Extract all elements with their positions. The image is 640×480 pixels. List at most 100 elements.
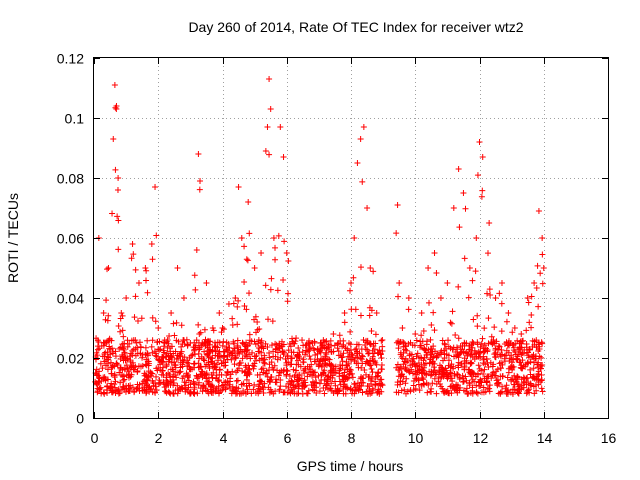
data-point-noise	[341, 381, 348, 388]
data-point-noise	[424, 389, 431, 396]
data-point-noise	[157, 366, 164, 373]
data-point-noise	[496, 360, 503, 367]
data-point-noise	[539, 340, 546, 347]
data-point-noise	[426, 299, 433, 306]
data-point-noise	[249, 362, 256, 369]
data-point-noise	[311, 382, 318, 389]
data-point-noise	[238, 381, 245, 388]
data-point-noise	[211, 364, 218, 371]
data-point-noise	[326, 356, 333, 363]
data-point-noise	[178, 322, 185, 329]
data-point-noise	[529, 374, 536, 381]
data-point-noise	[120, 384, 127, 391]
data-point	[396, 280, 403, 286]
data-point-noise	[457, 350, 464, 357]
data-point-noise	[206, 341, 213, 348]
data-point-noise	[473, 351, 480, 358]
data-point	[437, 295, 444, 301]
data-point-noise	[438, 383, 445, 390]
data-point-noise	[203, 371, 210, 378]
data-point-noise	[348, 351, 355, 358]
data-point-noise	[423, 370, 430, 377]
data-point-noise	[429, 359, 436, 366]
data-point-noise	[417, 338, 424, 345]
data-point-noise	[447, 369, 454, 376]
data-point-noise	[461, 342, 468, 349]
data-point-noise	[369, 353, 376, 360]
data-point-noise	[132, 266, 139, 273]
data-point-noise	[445, 352, 452, 359]
data-point-noise	[506, 337, 513, 344]
data-point-noise	[415, 376, 422, 383]
data-point-noise	[462, 205, 469, 212]
data-point-noise	[485, 315, 492, 322]
data-point-noise	[234, 303, 241, 310]
data-point-noise	[167, 353, 174, 360]
data-point-noise	[233, 378, 240, 385]
data-point-noise	[321, 357, 328, 364]
data-point	[357, 136, 364, 142]
data-point-noise	[197, 329, 204, 336]
data-point-noise	[416, 387, 423, 394]
data-point-noise	[468, 360, 475, 367]
data-point-noise	[478, 340, 485, 347]
data-point-noise	[439, 337, 446, 344]
data-point-noise	[164, 337, 171, 344]
data-point-noise	[242, 352, 249, 359]
data-point-noise	[530, 351, 537, 358]
data-point-noise	[399, 355, 406, 362]
data-point-noise	[99, 365, 106, 372]
data-point-noise	[103, 297, 110, 304]
data-point-noise	[274, 356, 281, 363]
data-point-noise	[157, 346, 164, 353]
data-point-noise	[368, 365, 375, 372]
data-point-noise	[183, 336, 190, 343]
data-point-noise	[241, 243, 248, 250]
data-point-noise	[281, 238, 288, 245]
data-point-noise	[313, 379, 320, 386]
data-point-noise	[379, 382, 386, 389]
data-point-noise	[93, 349, 100, 356]
data-point-noise	[395, 340, 402, 347]
data-points-layer	[92, 76, 547, 397]
data-point-noise	[336, 378, 343, 385]
data-point-noise	[318, 363, 325, 370]
data-point-noise	[144, 350, 151, 357]
data-point-noise	[162, 388, 169, 395]
data-point-noise	[428, 388, 435, 395]
data-point-noise	[132, 346, 139, 353]
data-point-noise	[285, 380, 292, 387]
data-point-noise	[134, 381, 141, 388]
data-point-noise	[127, 358, 134, 365]
data-point-noise	[478, 367, 485, 374]
data-point	[180, 295, 187, 301]
data-point-noise	[195, 360, 202, 367]
data-point-noise	[518, 351, 525, 358]
data-point-noise	[290, 382, 297, 389]
data-point-noise	[319, 343, 326, 350]
y-tick-label: 0	[76, 411, 84, 427]
data-point-noise	[531, 359, 538, 366]
data-point-noise	[229, 368, 236, 375]
data-point-noise	[253, 352, 260, 359]
data-point-noise	[257, 339, 264, 346]
data-point-noise	[406, 350, 413, 357]
x-tick-label: 0	[91, 430, 99, 446]
data-point-noise	[173, 355, 180, 362]
data-point-noise	[181, 340, 188, 347]
data-point-noise	[239, 339, 246, 346]
data-point-noise	[369, 369, 376, 376]
x-tick-label: 12	[473, 430, 489, 446]
data-point-noise	[293, 361, 300, 368]
data-point-noise	[205, 374, 212, 381]
data-point-noise	[423, 341, 430, 348]
data-point-noise	[201, 326, 208, 333]
chart-title: Day 260 of 2014, Rate Of TEC Index for r…	[188, 19, 523, 35]
data-point-noise	[134, 368, 141, 375]
data-point-noise	[116, 390, 123, 397]
data-point	[148, 241, 155, 247]
data-point-noise	[120, 333, 127, 340]
data-point-noise	[481, 325, 488, 332]
data-point-noise	[229, 315, 236, 322]
